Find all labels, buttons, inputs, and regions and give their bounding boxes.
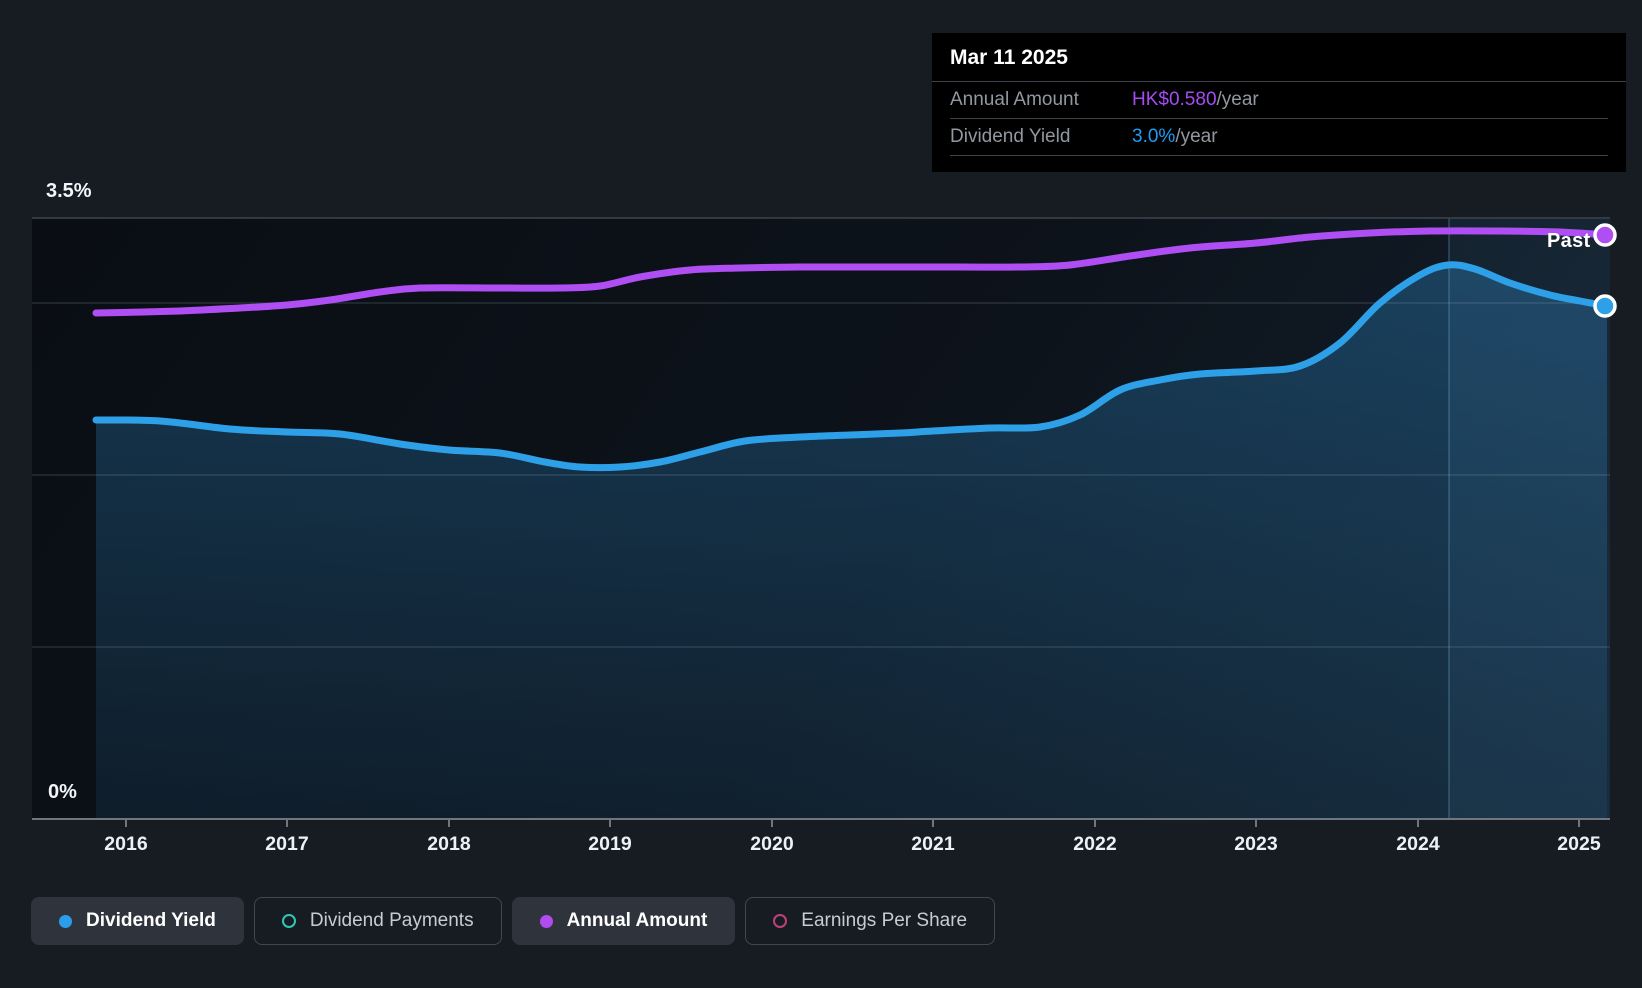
legend-earnings-per-share-button[interactable]: Earnings Per Share xyxy=(745,897,996,945)
legend-label: Dividend Payments xyxy=(309,910,474,931)
x-axis-label-2021: 2021 xyxy=(911,833,955,855)
tooltip-value-suffix: /year xyxy=(1216,89,1259,110)
x-axis-label-2019: 2019 xyxy=(588,833,632,855)
dividend-yield-end-marker xyxy=(1593,294,1617,318)
x-axis-label-2020: 2020 xyxy=(750,833,794,855)
dividend-payments-ring-icon xyxy=(281,914,296,928)
tooltip-row-annual-amount: Annual Amount HK$0.580 /year xyxy=(950,82,1608,119)
chart-tooltip: Mar 11 2025 Annual Amount HK$0.580 /year… xyxy=(932,33,1626,172)
y-axis-label-max: 3.5% xyxy=(46,180,92,202)
past-region-overlay xyxy=(1449,218,1610,819)
legend-dividend-yield-button[interactable]: Dividend Yield xyxy=(31,897,244,945)
tooltip-label: Dividend Yield xyxy=(950,126,1071,147)
x-axis-label-2022: 2022 xyxy=(1073,833,1117,855)
dividend-yield-dot-icon xyxy=(59,914,72,928)
x-axis-label-2016: 2016 xyxy=(104,833,148,855)
chart-legend: Dividend Yield Dividend Payments Annual … xyxy=(31,897,996,945)
tooltip-value-suffix: /year xyxy=(1175,126,1218,147)
tooltip-value: HK$0.580 xyxy=(1132,89,1217,110)
legend-dividend-payments-button[interactable]: Dividend Payments xyxy=(253,897,502,945)
legend-label: Annual Amount xyxy=(566,910,708,931)
annual-amount-dot-icon xyxy=(539,914,553,928)
annual-amount-line xyxy=(92,227,1611,317)
x-axis-label-2025: 2025 xyxy=(1557,833,1601,855)
tooltip-label: Annual Amount xyxy=(950,89,1079,110)
past-region-label: Past xyxy=(1547,230,1591,252)
legend-annual-amount-button[interactable]: Annual Amount xyxy=(511,897,736,945)
x-axis-label-2017: 2017 xyxy=(265,833,309,855)
legend-label: Earnings Per Share xyxy=(801,910,968,931)
x-axis-label-2023: 2023 xyxy=(1234,833,1278,855)
dividend-yield-area xyxy=(96,264,1607,819)
earnings-per-share-ring-icon xyxy=(773,914,788,928)
tooltip-date: Mar 11 2025 xyxy=(932,33,1626,82)
tooltip-value: 3.0% xyxy=(1132,126,1176,147)
x-axis-label-2018: 2018 xyxy=(427,833,471,855)
tooltip-row-dividend-yield: Dividend Yield 3.0% /year xyxy=(950,119,1608,156)
x-axis-label-2024: 2024 xyxy=(1396,833,1440,855)
annual-amount-end-marker xyxy=(1593,223,1617,247)
dividend-yield-line xyxy=(92,261,1611,472)
legend-label: Dividend Yield xyxy=(86,910,216,931)
y-axis-label-zero: 0% xyxy=(48,781,77,803)
